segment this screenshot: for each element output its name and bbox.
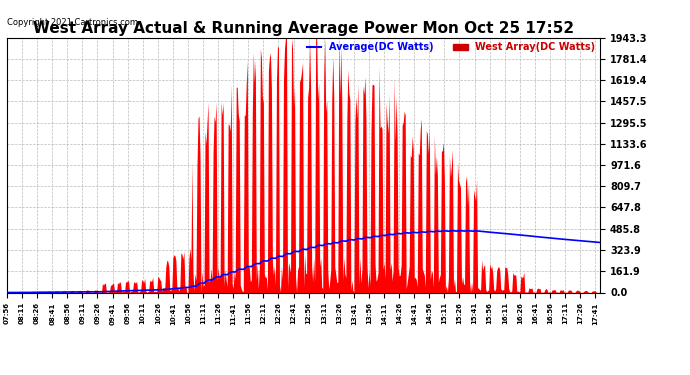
Legend: Average(DC Watts), West Array(DC Watts): Average(DC Watts), West Array(DC Watts) [303,39,600,56]
Title: West Array Actual & Running Average Power Mon Oct 25 17:52: West Array Actual & Running Average Powe… [33,21,574,36]
Text: Copyright 2021 Cartronics.com: Copyright 2021 Cartronics.com [7,18,138,27]
